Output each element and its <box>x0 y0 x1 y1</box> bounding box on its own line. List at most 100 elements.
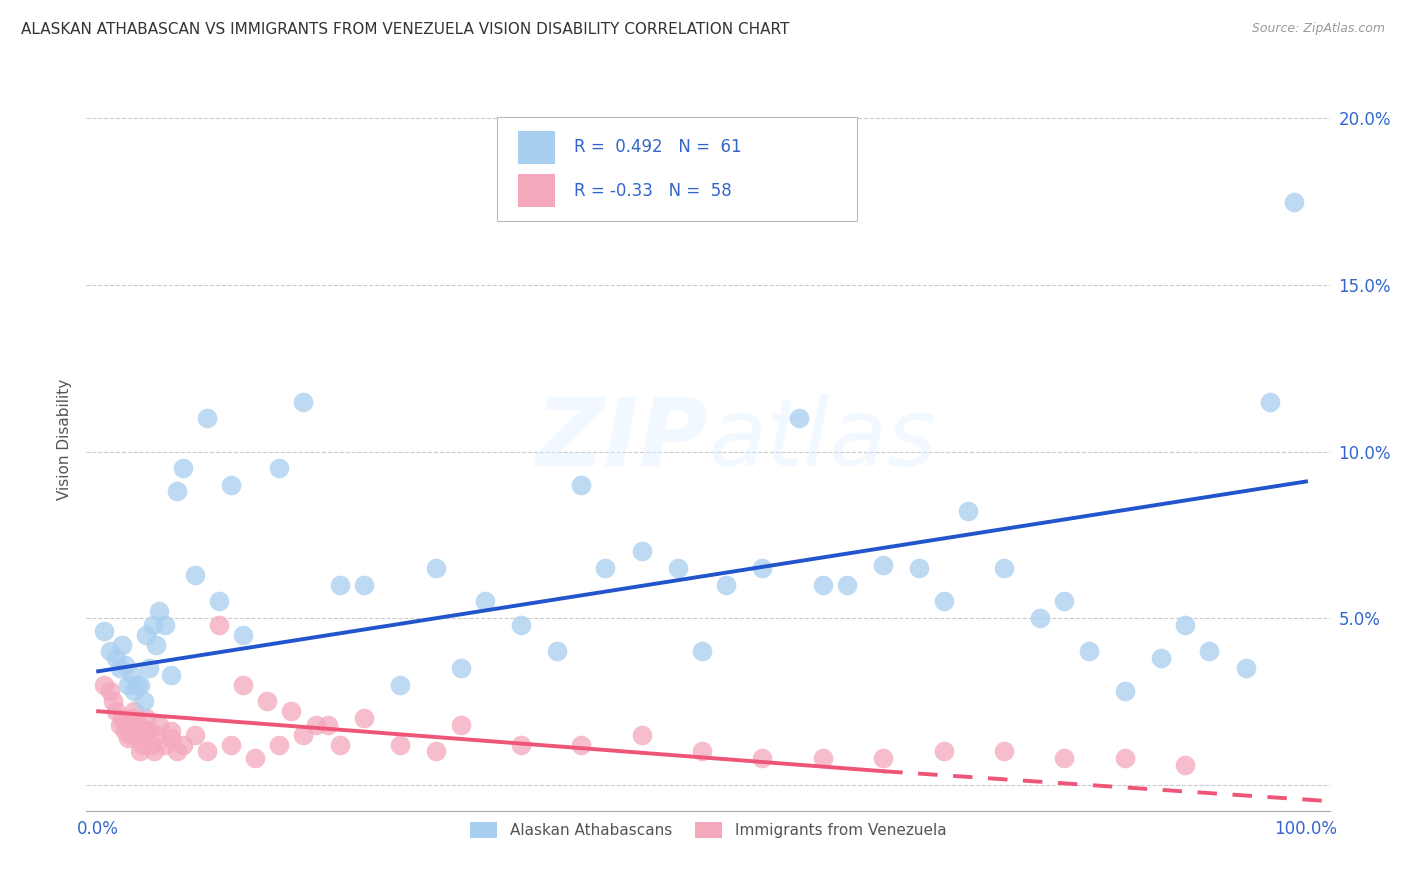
Point <box>932 744 955 758</box>
Point <box>142 744 165 758</box>
Point <box>1174 757 1197 772</box>
Point <box>108 661 131 675</box>
Point <box>115 717 138 731</box>
Point <box>141 617 163 632</box>
Text: Source: ZipAtlas.com: Source: ZipAtlas.com <box>1251 22 1385 36</box>
Point <box>872 751 894 765</box>
Point <box>166 484 188 499</box>
Point <box>630 728 652 742</box>
Point <box>101 694 124 708</box>
Point <box>195 744 218 758</box>
Y-axis label: Vision Disability: Vision Disability <box>58 379 72 500</box>
Point <box>145 638 167 652</box>
Point <box>269 738 291 752</box>
Point <box>751 751 773 765</box>
Point <box>243 751 266 765</box>
Point <box>993 744 1015 758</box>
Point <box>128 717 150 731</box>
Point <box>329 578 352 592</box>
Point <box>280 704 302 718</box>
Point <box>124 684 146 698</box>
Text: ZIP: ZIP <box>536 394 709 486</box>
Text: R =  0.492   N =  61: R = 0.492 N = 61 <box>574 138 741 156</box>
Point <box>811 578 834 592</box>
Point <box>148 717 170 731</box>
Point <box>184 567 207 582</box>
Point <box>1258 394 1281 409</box>
Point <box>1053 594 1076 608</box>
Point <box>98 644 121 658</box>
Point <box>425 561 447 575</box>
Point <box>111 711 134 725</box>
Point <box>546 644 568 658</box>
Point <box>129 678 152 692</box>
Point <box>117 731 139 745</box>
Point <box>125 678 148 692</box>
Point <box>135 628 157 642</box>
Point <box>595 561 617 575</box>
Point <box>232 628 254 642</box>
Point <box>787 411 810 425</box>
Point <box>630 544 652 558</box>
Point <box>172 738 194 752</box>
Point <box>389 678 412 692</box>
Point <box>141 738 163 752</box>
Text: ALASKAN ATHABASCAN VS IMMIGRANTS FROM VENEZUELA VISION DISABILITY CORRELATION CH: ALASKAN ATHABASCAN VS IMMIGRANTS FROM VE… <box>21 22 789 37</box>
Point <box>132 694 155 708</box>
Point <box>835 578 858 592</box>
Point <box>751 561 773 575</box>
Point <box>135 724 157 739</box>
Point <box>450 717 472 731</box>
Point <box>93 678 115 692</box>
Text: atlas: atlas <box>709 394 936 485</box>
Point <box>117 678 139 692</box>
Point <box>105 651 128 665</box>
Point <box>118 728 141 742</box>
Point <box>219 738 242 752</box>
Point <box>121 667 143 681</box>
Point <box>135 711 157 725</box>
Point <box>114 724 136 739</box>
Point <box>1282 194 1305 209</box>
Point <box>125 728 148 742</box>
Legend: Alaskan Athabascans, Immigrants from Venezuela: Alaskan Athabascans, Immigrants from Ven… <box>464 815 952 845</box>
FancyBboxPatch shape <box>517 174 555 208</box>
Point <box>132 728 155 742</box>
Point <box>145 728 167 742</box>
Point <box>872 558 894 572</box>
Point <box>1198 644 1220 658</box>
Point <box>138 724 160 739</box>
Point <box>172 461 194 475</box>
Point <box>569 738 592 752</box>
Point <box>425 744 447 758</box>
Point <box>1114 751 1136 765</box>
Point <box>1174 617 1197 632</box>
Point <box>690 744 713 758</box>
Point <box>159 731 181 745</box>
Point <box>111 638 134 652</box>
Point <box>166 744 188 758</box>
Point <box>450 661 472 675</box>
Point <box>304 717 326 731</box>
Point <box>131 738 153 752</box>
Point <box>114 657 136 672</box>
Point <box>256 694 278 708</box>
Point <box>690 644 713 658</box>
Point <box>1077 644 1099 658</box>
Point <box>292 728 315 742</box>
Point <box>353 711 375 725</box>
Text: R = -0.33   N =  58: R = -0.33 N = 58 <box>574 182 731 200</box>
Point <box>389 738 412 752</box>
Point <box>124 704 146 718</box>
Point <box>159 724 181 739</box>
Point <box>1234 661 1257 675</box>
Point <box>993 561 1015 575</box>
Point <box>232 678 254 692</box>
Point <box>1029 611 1052 625</box>
Point <box>93 624 115 639</box>
Point <box>148 604 170 618</box>
Point <box>153 617 176 632</box>
Point <box>108 717 131 731</box>
Point <box>98 684 121 698</box>
Point <box>138 661 160 675</box>
